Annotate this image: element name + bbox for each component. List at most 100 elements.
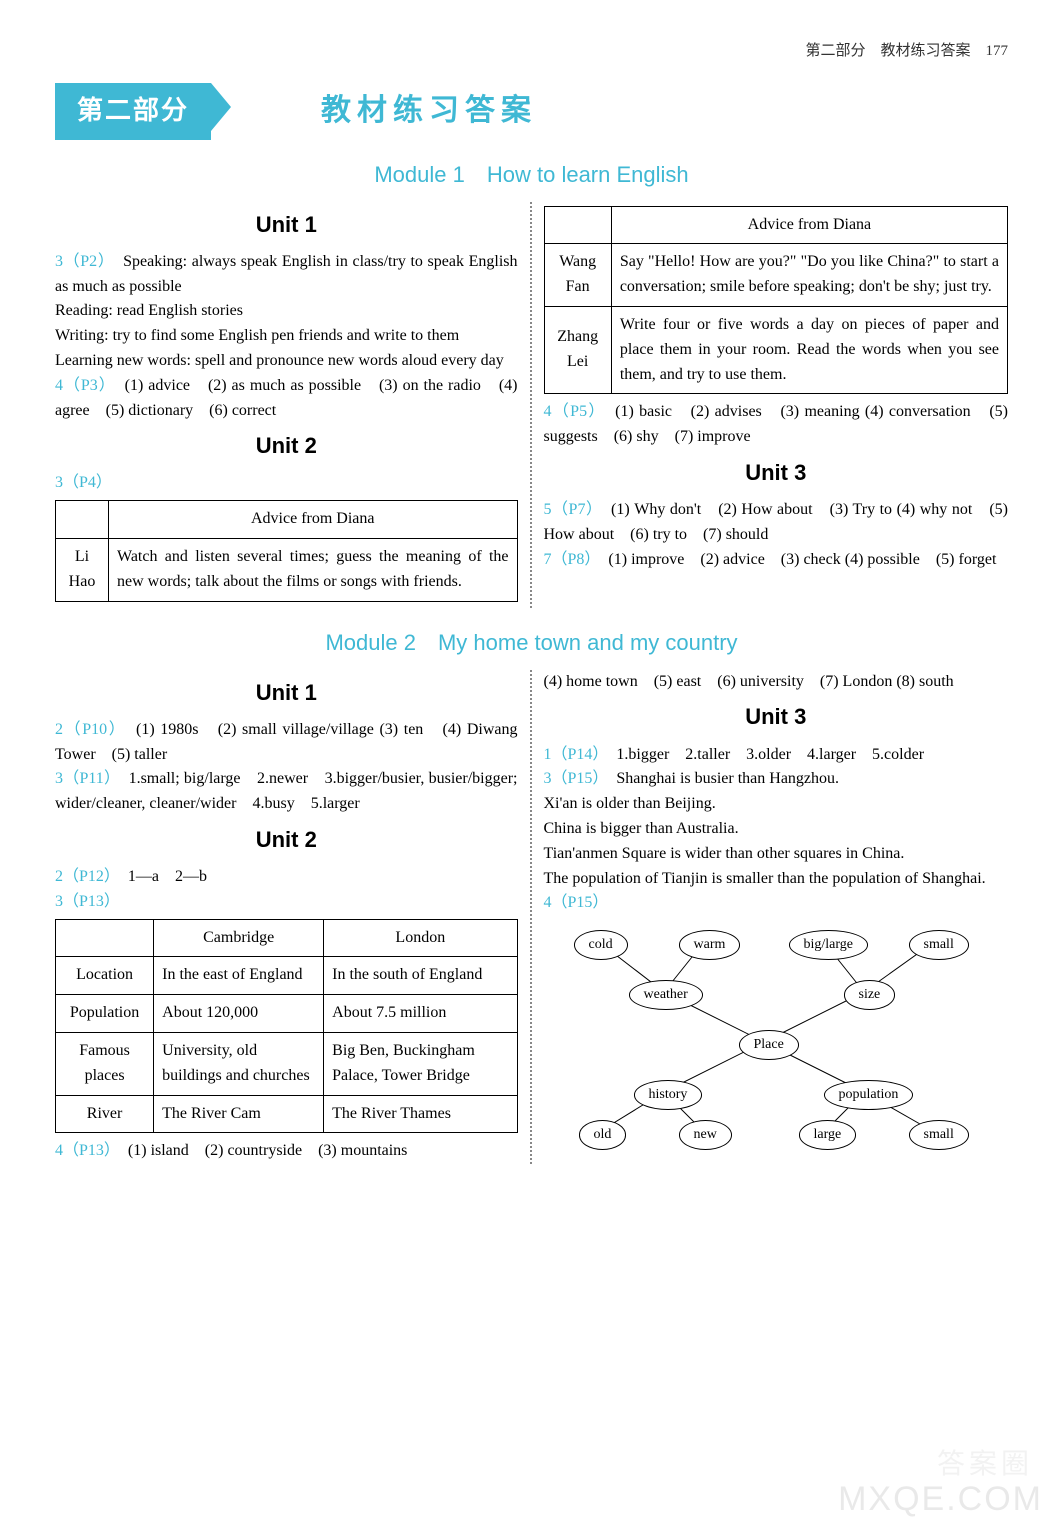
qref: 4（P3） [55, 377, 108, 394]
qref: 2（P10） [55, 721, 118, 738]
qref: 4（P5） [544, 403, 598, 420]
qref: 2（P12） [55, 868, 112, 885]
qref: 7（P8） [544, 551, 593, 568]
th-blank [544, 206, 611, 244]
m1u1-learning: Learning new words: spell and pronounce … [55, 349, 518, 374]
cell: River [56, 1095, 154, 1133]
watermark-cn: 答案圈 [937, 1443, 1033, 1486]
page-header: 第二部分 教材练习答案 177 [55, 40, 1008, 63]
text: 1.small; big/large 2.newer 3.bigger/busi… [55, 770, 518, 812]
th-advice: Advice from Diana [109, 501, 518, 539]
cell-name: Li Hao [56, 539, 109, 602]
text: (1) island (2) countryside (3) mountains [112, 1142, 408, 1159]
cell-advice: Say "Hello! How are you?" "Do you like C… [611, 244, 1007, 307]
cell: About 120,000 [154, 995, 324, 1033]
qref: 4（P15） [544, 894, 609, 911]
text: (1) 1980s (2) small village/village (3) … [55, 721, 518, 763]
banner-title: 教材练习答案 [321, 88, 537, 135]
m1u2-table-a: Advice from Diana Li Hao Watch and liste… [55, 500, 518, 601]
text: 1—a 2—b [112, 868, 207, 885]
text: (1) basic (2) advises (3) meaning (4) co… [544, 403, 1009, 445]
bubble-small2: small [909, 1120, 969, 1150]
cell-advice: Write four or five words a day on pieces… [611, 307, 1007, 394]
m2u3-q3-2: China is bigger than Australia. [544, 817, 1009, 842]
m1u1-writing: Writing: try to find some English pen fr… [55, 324, 518, 349]
m2u3-q3-1: Xi'an is older than Beijing. [544, 792, 1009, 817]
cell: Famous places [56, 1033, 154, 1096]
m2u2-q2: 2（P12） 1—a 2—b [55, 865, 518, 890]
bubble-place: Place [739, 1030, 799, 1060]
m1-unit2-heading: Unit 2 [55, 429, 518, 463]
banner-tab: 第二部分 [55, 83, 211, 139]
m2u3-q3-4: The population of Tianjin is smaller tha… [544, 867, 1009, 892]
m1u1-reading: Reading: read English stories [55, 299, 518, 324]
cell-name: Zhang Lei [544, 307, 611, 394]
bubble-population: population [824, 1080, 914, 1110]
module1-right-col: Advice from Diana Wang Fan Say "Hello! H… [532, 202, 1009, 608]
bubble-warm: warm [679, 930, 741, 960]
cell: Population [56, 995, 154, 1033]
mindmap: Place weather size history population co… [544, 922, 984, 1142]
text: (1) Why don't (2) How about (3) Try to (… [544, 501, 1009, 543]
cell: About 7.5 million [324, 995, 517, 1033]
cell: The River Thames [324, 1095, 517, 1133]
m1u3-q5: 5（P7） (1) Why don't (2) How about (3) Tr… [544, 498, 1009, 548]
th-advice: Advice from Diana [611, 206, 1007, 244]
cell: University, old buildings and churches [154, 1033, 324, 1096]
qref: 3（P2） [55, 253, 106, 270]
bubble-size: size [844, 980, 896, 1010]
module1-columns: Unit 1 3（P2） Speaking: always speak Engl… [55, 202, 1008, 608]
m2u3-q3-3: Tian'anmen Square is wider than other sq… [544, 842, 1009, 867]
cell: The River Cam [154, 1095, 324, 1133]
text: 1.bigger 2.taller 3.older 4.larger 5.col… [600, 746, 924, 763]
cell-advice: Watch and listen several times; guess th… [109, 539, 518, 602]
qref: 5（P7） [544, 501, 595, 518]
bubble-new: new [679, 1120, 732, 1150]
th [56, 919, 154, 957]
bubble-biglarge: big/large [789, 930, 869, 960]
qref: 4（P13） [55, 1142, 112, 1159]
m2-unit1-heading: Unit 1 [55, 676, 518, 710]
text: Speaking: always speak English in class/… [55, 253, 518, 295]
m2u2-q4: 4（P13） (1) island (2) countryside (3) mo… [55, 1139, 518, 1164]
m1-unit3-heading: Unit 3 [544, 456, 1009, 490]
m1-unit1-heading: Unit 1 [55, 208, 518, 242]
text: (1) advice (2) as much as possible (3) o… [55, 377, 518, 419]
th-blank [56, 501, 109, 539]
m2u1-q3: 3（P11） 1.small; big/large 2.newer 3.bigg… [55, 767, 518, 817]
m1u1-q4: 4（P3） (1) advice (2) as much as possible… [55, 374, 518, 424]
m2-unit2-heading: Unit 2 [55, 823, 518, 857]
m1u3-q7: 7（P8） (1) improve (2) advice (3) check (… [544, 548, 1009, 573]
bubble-small: small [909, 930, 969, 960]
m2u3-q1: 1（P14） 1.bigger 2.taller 3.older 4.large… [544, 743, 1009, 768]
m2u3-q4ref: 4（P15） [544, 891, 1009, 916]
m2u1-q2: 2（P10） (1) 1980s (2) small village/villa… [55, 718, 518, 768]
module1-left-col: Unit 1 3（P2） Speaking: always speak Engl… [55, 202, 532, 608]
m2-unit3-heading: Unit 3 [544, 700, 1009, 734]
bubble-history: history [634, 1080, 703, 1110]
module2-left-col: Unit 1 2（P10） (1) 1980s (2) small villag… [55, 670, 532, 1165]
bubble-old: old [579, 1120, 627, 1150]
m2u2-table: Cambridge London Location In the east of… [55, 919, 518, 1134]
module2-right-col: (4) home town (5) east (6) university (7… [532, 670, 1009, 1165]
cell: In the east of England [154, 957, 324, 995]
th: Cambridge [154, 919, 324, 957]
text: Shanghai is busier than Hangzhou. [600, 770, 839, 787]
m1u2-table-b: Advice from Diana Wang Fan Say "Hello! H… [544, 206, 1009, 395]
cell: Big Ben, Buckingham Palace, Tower Bridge [324, 1033, 517, 1096]
module2-columns: Unit 1 2（P10） (1) 1980s (2) small villag… [55, 670, 1008, 1165]
module2-title: Module 2 My home town and my country [55, 626, 1008, 660]
text: (1) improve (2) advice (3) check (4) pos… [592, 551, 996, 568]
qref: 1（P14） [544, 746, 601, 763]
m1u2-q3ref: 3（P4） [55, 471, 518, 496]
module1-title: Module 1 How to learn English [55, 158, 1008, 192]
cell-name: Wang Fan [544, 244, 611, 307]
cell: In the south of England [324, 957, 517, 995]
qref: 3（P4） [55, 474, 112, 491]
qref: 3（P11） [55, 770, 112, 787]
cell: Location [56, 957, 154, 995]
qref: 3（P13） [55, 893, 120, 910]
th: London [324, 919, 517, 957]
m2u2-q3ref: 3（P13） [55, 890, 518, 915]
bubble-large: large [799, 1120, 857, 1150]
